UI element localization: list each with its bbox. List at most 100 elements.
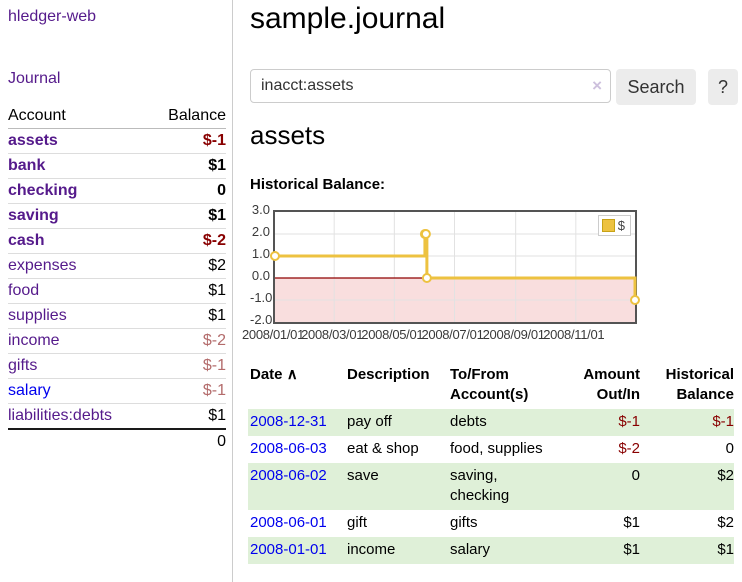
transaction-amount: $1	[623, 514, 640, 531]
chart-plot-area: $	[270, 210, 640, 324]
x-axis-tick-label: 2008/03/01	[301, 327, 364, 342]
register-col-balance: Historical Balance	[665, 366, 734, 403]
transaction-description: eat & shop	[347, 440, 419, 457]
register-table: Date ∧ Description To/From Account(s) Am…	[248, 362, 734, 564]
account-link-cash[interactable]: cash	[8, 232, 45, 249]
account-link-bank[interactable]: bank	[8, 157, 46, 174]
account-balance: $-1	[148, 353, 226, 379]
account-balance: $-1	[202, 132, 226, 149]
transaction-balance: $-1	[712, 413, 734, 430]
chart-legend: $	[597, 215, 631, 236]
transaction-description: gift	[347, 514, 368, 531]
transaction-row: 2008-12-31 pay off debts $-1 $-1	[248, 409, 734, 436]
register-col-account: To/From Account(s)	[450, 366, 529, 403]
transaction-accounts: food, supplies	[450, 440, 543, 457]
transaction-date-link[interactable]: 2008-01-01	[250, 541, 327, 558]
accounts-header-row: Account Balance	[8, 104, 226, 129]
transaction-balance: 0	[725, 440, 734, 457]
account-row: gifts $-1	[8, 353, 226, 379]
account-row: expenses $2	[8, 253, 226, 279]
transaction-balance: $1	[717, 541, 734, 558]
transaction-amount: $-2	[618, 440, 640, 457]
accounts-col-account: Account	[8, 104, 149, 129]
y-axis-tick-label: -1.0	[250, 290, 273, 305]
search-box: ×	[250, 69, 611, 103]
transaction-amount: 0	[631, 467, 640, 484]
account-balance: 0	[148, 178, 226, 204]
x-axis-tick-label: 2008/11/01	[543, 327, 605, 342]
x-axis-tick-label: 2008/09/01	[482, 327, 545, 342]
clear-search-icon[interactable]: ×	[592, 76, 602, 95]
transaction-description: income	[347, 541, 396, 558]
account-row: income $-2	[8, 328, 226, 354]
transaction-accounts: debts	[450, 413, 487, 430]
brand-link[interactable]: hledger-web	[8, 8, 97, 25]
transaction-accounts: gifts	[450, 514, 478, 531]
register-col-amount: Amount Out/In	[583, 366, 640, 403]
chart-title: Historical Balance:	[250, 176, 386, 193]
account-link-gifts[interactable]: gifts	[8, 357, 38, 374]
register-header-row: Date ∧ Description To/From Account(s) Am…	[248, 362, 734, 409]
search-button[interactable]: Search	[616, 69, 696, 105]
account-balance: $-2	[148, 228, 226, 254]
page-title: sample.journal	[250, 2, 446, 35]
search-input[interactable]	[250, 69, 611, 103]
x-axis-tick-label: 2008/05/01	[361, 327, 424, 342]
accounts-table: Account Balance assets $-1 bank $1 check…	[8, 104, 226, 454]
y-axis-tick-label: 2.0	[251, 224, 270, 239]
account-link-saving[interactable]: saving	[8, 207, 59, 224]
transaction-accounts: saving, checking	[450, 467, 510, 504]
transaction-row: 2008-06-02 save saving, checking 0 $2	[248, 463, 734, 510]
account-row: liabilities:debts $1	[8, 403, 226, 429]
main-content: sample.journal × Search ? assets Histori…	[242, 0, 738, 582]
x-axis-tick-label: 2008/07/01	[421, 327, 484, 342]
account-link-supplies[interactable]: supplies	[8, 307, 67, 324]
transaction-balance: $2	[717, 467, 734, 484]
y-axis-tick-label: -2.0	[250, 312, 273, 327]
account-row: food $1	[8, 278, 226, 304]
account-link-income[interactable]: income	[8, 332, 60, 349]
search-row: × Search ?	[250, 69, 738, 105]
sidebar: hledger-web Journal Account Balance asse…	[0, 0, 233, 582]
account-row: bank $1	[8, 153, 226, 179]
account-balance: $2	[148, 253, 226, 279]
account-row: cash $-2	[8, 228, 226, 254]
transaction-date-link[interactable]: 2008-06-03	[250, 440, 327, 457]
register-col-date[interactable]: Date ∧	[248, 362, 345, 409]
transaction-date-link[interactable]: 2008-12-31	[250, 413, 327, 430]
transaction-accounts: salary	[450, 541, 491, 558]
register-col-description: Description	[347, 366, 430, 383]
legend-swatch-icon	[601, 219, 615, 232]
account-link-liabilities-debts[interactable]: liabilities:debts	[8, 407, 113, 424]
chart-canvas	[270, 212, 640, 322]
y-axis-tick-label: 3.0	[251, 202, 270, 217]
transaction-amount: $1	[623, 541, 640, 558]
account-row: saving $1	[8, 203, 226, 229]
legend-label: $	[617, 218, 625, 233]
help-button[interactable]: ?	[708, 69, 738, 105]
account-link-food[interactable]: food	[8, 282, 40, 299]
sidebar-item-journal[interactable]: Journal	[8, 70, 61, 87]
account-balance: $1	[148, 203, 226, 229]
transaction-date-link[interactable]: 2008-06-02	[250, 467, 327, 484]
accounts-total-row: 0	[8, 428, 226, 454]
account-row: checking 0	[8, 178, 226, 204]
transaction-description: save	[347, 467, 379, 484]
transaction-row: 2008-06-01 gift gifts $1 $2	[248, 510, 734, 537]
account-row: salary $-1	[8, 378, 226, 404]
transaction-row: 2008-01-01 income salary $1 $1	[248, 537, 734, 564]
date-header-label: Date	[250, 366, 283, 383]
transaction-date-link[interactable]: 2008-06-01	[250, 514, 327, 531]
transaction-row: 2008-06-03 eat & shop food, supplies $-2…	[248, 436, 734, 463]
account-row: supplies $1	[8, 303, 226, 329]
account-link-expenses[interactable]: expenses	[8, 257, 77, 274]
account-row: assets $-1	[8, 129, 226, 154]
account-link-assets[interactable]: assets	[8, 132, 58, 149]
y-axis-tick-label: 0.0	[251, 268, 270, 283]
account-balance: $-1	[148, 378, 226, 404]
account-link-checking[interactable]: checking	[8, 182, 78, 199]
account-balance: $1	[148, 403, 226, 429]
accounts-col-balance: Balance	[148, 104, 226, 129]
account-link-salary[interactable]: salary	[8, 382, 51, 399]
